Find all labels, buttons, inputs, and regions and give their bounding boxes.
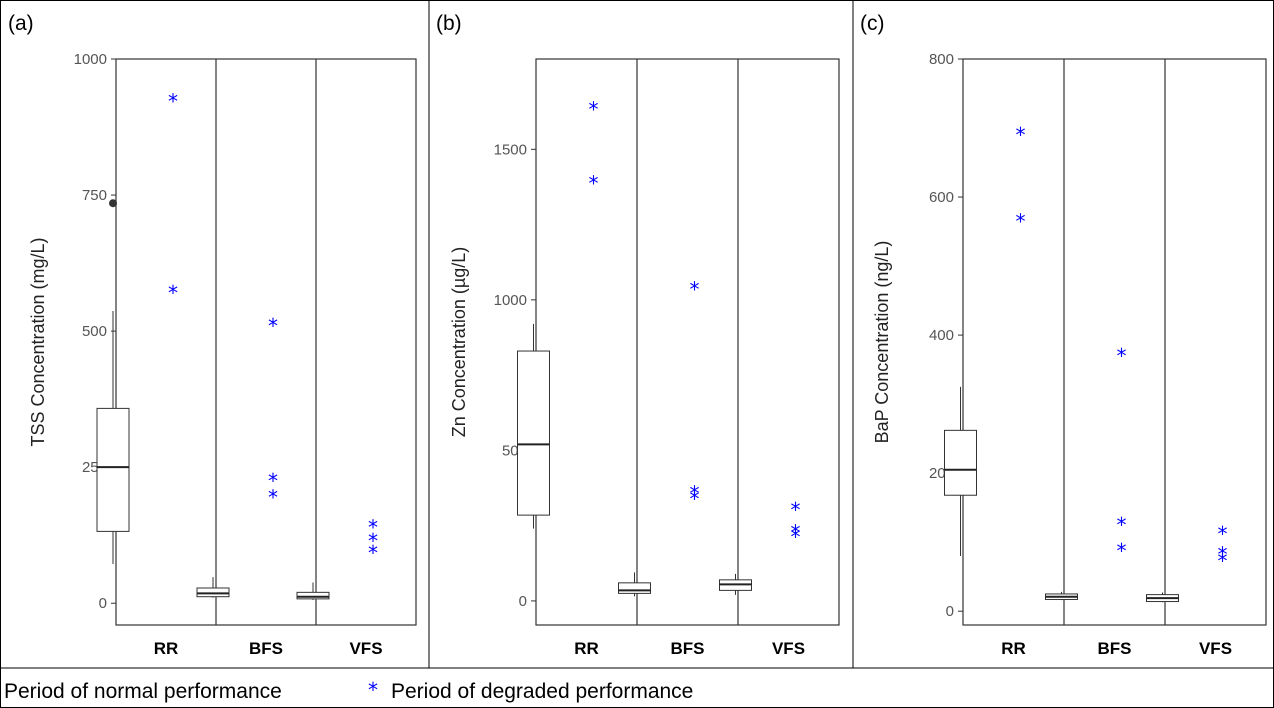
degraded-point: * <box>690 487 700 511</box>
legend-normal-label: Period of normal performance <box>4 680 282 703</box>
chart-panels: (a)TSS Concentration (mg/L)0250500750100… <box>8 12 1267 658</box>
degraded-point: * <box>791 521 801 545</box>
category-label-vfs: VFS <box>349 639 382 658</box>
category-label-vfs: VFS <box>772 639 805 658</box>
chart-panel-1: (b)Zn Concentration (µg/L)050010001500RR… <box>436 12 840 658</box>
degraded-point: * <box>1218 543 1228 567</box>
y-tick-label: 500 <box>82 323 107 340</box>
degraded-point: * <box>168 281 178 305</box>
degraded-point: * <box>268 469 278 493</box>
outlier-point <box>109 199 117 208</box>
plot-frame <box>535 58 840 626</box>
y-tick-label: 400 <box>929 327 954 344</box>
degraded-point: * <box>1117 539 1127 563</box>
degraded-point: * <box>791 498 801 522</box>
degraded-point: * <box>1016 209 1026 233</box>
panel-caption: (c) <box>860 12 885 35</box>
y-tick-label: 0 <box>519 593 527 610</box>
degraded-point: * <box>589 98 599 122</box>
degraded-point: * <box>268 486 278 510</box>
panel-caption: (b) <box>436 12 462 35</box>
plot-frame <box>962 58 1267 626</box>
degraded-point: * <box>1218 522 1228 546</box>
category-label-rr: RR <box>154 639 179 658</box>
panel-caption: (a) <box>8 12 34 35</box>
y-axis-label: BaP Concentration (ng/L) <box>872 241 892 444</box>
degraded-point: * <box>1218 549 1228 573</box>
y-tick-label: 1000 <box>74 51 107 68</box>
y-tick-label: 0 <box>946 603 954 620</box>
category-label-bfs: BFS <box>1098 639 1132 658</box>
legend: Period of normal performance * Period of… <box>4 678 693 703</box>
y-tick-label: 1500 <box>494 141 527 158</box>
degraded-point: * <box>589 171 599 195</box>
plot-frame <box>115 58 417 626</box>
degraded-point: * <box>791 525 801 549</box>
category-label-vfs: VFS <box>1199 639 1232 658</box>
degraded-point: * <box>368 529 378 553</box>
box-iqr <box>944 429 977 496</box>
legend-degraded-label: Period of degraded performance <box>391 680 693 703</box>
box-iqr <box>96 407 130 532</box>
degraded-point: * <box>1117 513 1127 537</box>
category-label-rr: RR <box>1001 639 1026 658</box>
degraded-point: * <box>368 516 378 540</box>
chart-panel-2: (c)BaP Concentration (ng/L)0200400600800… <box>860 12 1267 658</box>
y-tick-label: 0 <box>99 595 107 612</box>
category-label-bfs: BFS <box>671 639 705 658</box>
category-label-rr: RR <box>574 639 599 658</box>
degraded-point: * <box>368 541 378 565</box>
box-iqr <box>296 591 330 600</box>
degraded-point: * <box>1117 344 1127 368</box>
degraded-point: * <box>268 314 278 338</box>
degraded-point: * <box>690 277 700 301</box>
y-axis-label: TSS Concentration (mg/L) <box>28 237 48 446</box>
y-tick-label: 1000 <box>494 292 527 309</box>
chart-panel-0: (a)TSS Concentration (mg/L)0250500750100… <box>8 12 417 658</box>
degraded-point: * <box>1016 123 1026 147</box>
y-tick-label: 750 <box>82 187 107 204</box>
degraded-point: * <box>690 482 700 506</box>
y-tick-label: 800 <box>929 51 954 68</box>
box-iqr <box>196 587 230 598</box>
y-tick-label: 600 <box>929 189 954 206</box>
box-iqr <box>618 582 651 594</box>
degraded-point: * <box>168 89 178 113</box>
category-label-bfs: BFS <box>249 639 283 658</box>
box-iqr <box>517 350 550 516</box>
legend-degraded-symbol: * <box>368 678 378 702</box>
y-axis-label: Zn Concentration (µg/L) <box>449 247 469 437</box>
